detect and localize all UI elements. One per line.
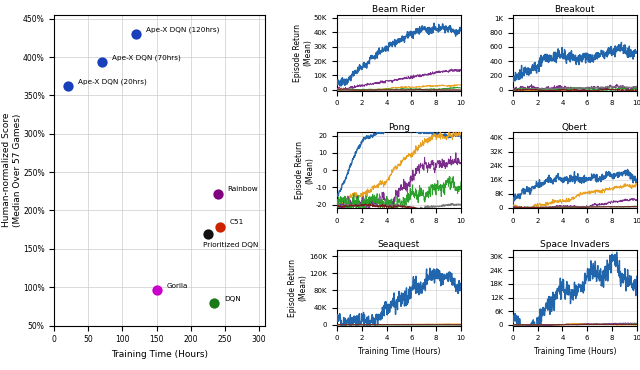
Title: Breakout: Breakout <box>555 5 595 14</box>
Y-axis label: Episode Return
(Mean): Episode Return (Mean) <box>293 24 312 82</box>
Text: Ape-X DQN (120hrs): Ape-X DQN (120hrs) <box>146 26 219 33</box>
Text: Ape-X DQN (20hrs): Ape-X DQN (20hrs) <box>77 78 147 85</box>
Point <box>131 31 141 37</box>
Title: Qbert: Qbert <box>562 122 588 131</box>
Title: Space Invaders: Space Invaders <box>540 240 609 249</box>
Title: Beam Rider: Beam Rider <box>372 5 426 14</box>
Text: Gorila: Gorila <box>166 283 188 289</box>
Y-axis label: Human-normalized Score
(Median Over 57 Games): Human-normalized Score (Median Over 57 G… <box>2 113 22 228</box>
Point <box>97 60 107 65</box>
X-axis label: Training Time (Hours): Training Time (Hours) <box>111 350 209 359</box>
Y-axis label: Episode Return
(Mean): Episode Return (Mean) <box>295 141 314 199</box>
Point <box>63 83 73 89</box>
Text: C51: C51 <box>230 219 244 225</box>
Y-axis label: Episode Return
(Mean): Episode Return (Mean) <box>289 259 308 317</box>
Text: DQN: DQN <box>224 296 241 302</box>
Point <box>214 223 225 229</box>
Point <box>209 300 220 306</box>
Text: Ape-X DQN (70hrs): Ape-X DQN (70hrs) <box>112 55 180 61</box>
Point <box>212 191 223 196</box>
X-axis label: Training Time (Hours): Training Time (Hours) <box>358 347 440 356</box>
Text: Prioritized DQN: Prioritized DQN <box>204 242 259 248</box>
Text: Rainbow: Rainbow <box>227 186 258 192</box>
Point <box>152 287 162 293</box>
Title: Pong: Pong <box>388 122 410 131</box>
X-axis label: Training Time (Hours): Training Time (Hours) <box>534 347 616 356</box>
Point <box>202 231 212 236</box>
Title: Seaquest: Seaquest <box>378 240 420 249</box>
